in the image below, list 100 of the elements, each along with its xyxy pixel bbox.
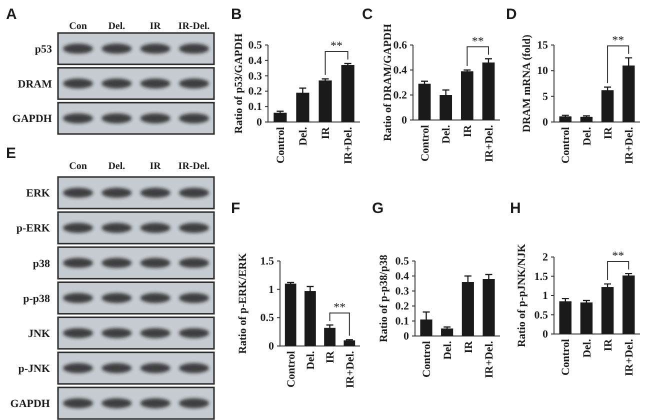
y-axis-title: Ratio of p-p38/p38 [378, 254, 390, 342]
annotation: ** [330, 38, 343, 52]
y-tick-label: 0.2 [248, 86, 262, 98]
y-tick-label: 0.1 [248, 101, 262, 114]
chart-title: G [372, 200, 384, 217]
x-tick-label: IR [324, 350, 337, 364]
y-axis-title: Ratio of DRAM/GAPDH [382, 23, 394, 142]
bar [580, 116, 593, 122]
bar [274, 112, 287, 122]
y-axis-title: DRAM mRNA (fold) [520, 34, 533, 132]
x-tick-label: Control [275, 127, 288, 164]
category-label: GAPDH [12, 113, 52, 126]
chart-title: F [231, 200, 240, 217]
y-axis-title: Ratio of p-pJNK/NJK [516, 243, 528, 348]
category-label: IR [150, 161, 162, 172]
x-tick-label: Del. [440, 124, 453, 144]
x-tick-label: IR [462, 340, 475, 354]
category-label: DRAM [18, 78, 52, 90]
category-label: IR [150, 21, 162, 32]
chart-title: H [510, 200, 521, 217]
bar [341, 65, 354, 122]
bar [284, 284, 296, 346]
y-tick-label: 1 [268, 284, 274, 296]
y-tick-label: 0.4 [395, 270, 410, 283]
y-tick-label: 0 [268, 340, 274, 353]
x-tick-label: Del. [581, 126, 594, 146]
x-tick-label: Control [285, 351, 298, 388]
category-label: p-ERK [16, 222, 50, 235]
y-tick-label: 0.2 [395, 300, 410, 313]
x-tick-label: IR+Del. [344, 350, 356, 388]
y-tick-label: 0.1 [395, 316, 409, 328]
y-tick-label: 5 [542, 90, 548, 103]
bar [622, 275, 635, 334]
annotation: ** [472, 34, 484, 48]
bar [324, 328, 336, 346]
x-tick-label: IR+Del. [623, 338, 636, 376]
category-label: p-JNK [18, 362, 50, 375]
y-tick-label: 1.5 [534, 270, 548, 283]
category-label: GAPDH [10, 398, 50, 410]
bar [460, 71, 474, 120]
bar [318, 80, 332, 122]
category-label: IR-Del. [178, 21, 210, 32]
y-tick-label: 2 [542, 252, 548, 264]
y-tick-label: 0 [402, 114, 408, 127]
bar [441, 328, 454, 336]
x-tick-label: Del. [298, 126, 310, 146]
y-tick-label: 0.5 [260, 312, 274, 324]
chart-title: B [231, 6, 242, 23]
annotation: ** [334, 300, 346, 314]
y-tick-label: 1.5 [260, 256, 274, 268]
x-tick-label: IR+Del. [623, 126, 636, 164]
bar [559, 301, 572, 334]
y-tick-label: 0 [542, 328, 548, 341]
chart-title: D [506, 6, 517, 23]
bar [601, 287, 614, 334]
category-label: Con [69, 161, 88, 172]
x-tick-label: IR [602, 338, 614, 352]
category-label: p-p38 [23, 292, 50, 305]
y-tick-label: 0.2 [393, 90, 408, 102]
x-tick-label: IR+Del. [342, 126, 355, 164]
x-tick-label: Control [419, 125, 432, 162]
y-tick-label: 0 [404, 330, 410, 343]
x-tick-label: Del. [305, 350, 318, 370]
y-tick-label: 1 [542, 290, 548, 302]
category-label: JNK [28, 328, 50, 340]
y-tick-label: 0.4 [248, 54, 262, 67]
y-tick-label: 0.4 [393, 64, 408, 77]
y-tick-label: 10 [537, 65, 548, 78]
y-tick-label: 0.6 [393, 40, 408, 52]
chart-title: C [362, 6, 373, 23]
bar [418, 84, 431, 120]
y-axis-title: Ratio of p53/GAPDH [232, 32, 245, 134]
x-tick-label: IR [320, 126, 332, 140]
y-tick-label: 0 [256, 116, 262, 129]
y-tick-label: 0.5 [248, 40, 262, 52]
bar [559, 116, 572, 122]
x-tick-label: Control [560, 339, 572, 376]
y-tick-label: 0.5 [395, 256, 410, 268]
category-label: p38 [32, 258, 50, 270]
x-tick-label: IR+Del. [484, 340, 496, 378]
category-label: ERK [26, 188, 50, 200]
y-tick-label: 15 [537, 40, 548, 52]
x-tick-label: Del. [442, 340, 454, 360]
annotation: ** [612, 248, 624, 263]
bar [344, 340, 356, 346]
category-label: p53 [34, 44, 52, 56]
bar [601, 90, 614, 122]
category-label: Del. [108, 161, 126, 172]
category-label: Del. [108, 21, 126, 32]
y-tick-label: 0 [542, 116, 548, 129]
x-tick-label: IR [602, 126, 614, 140]
x-tick-label: IR+Del. [483, 124, 496, 162]
x-tick-label: Del. [581, 338, 594, 358]
y-tick-label: 0.3 [395, 286, 410, 298]
y-tick-label: 0.5 [534, 309, 548, 322]
x-tick-label: Control [560, 127, 572, 164]
y-axis-title: Ratio of p-ERK/ERK [236, 252, 249, 354]
text: E [6, 145, 16, 162]
bar [580, 302, 593, 334]
category-label: Con [69, 21, 88, 32]
